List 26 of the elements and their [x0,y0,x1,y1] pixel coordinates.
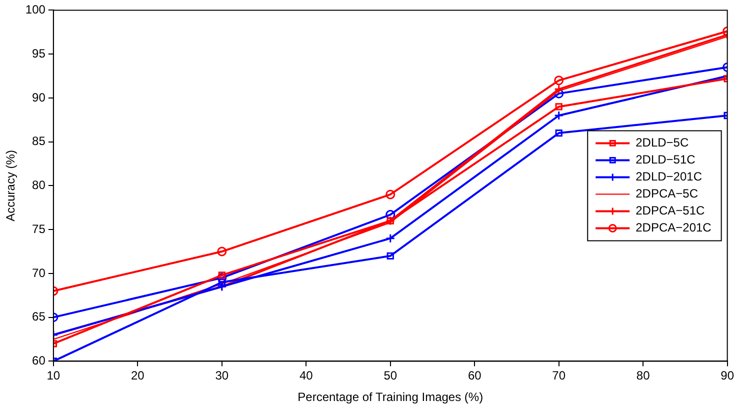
y-tick-label: 85 [32,134,46,148]
x-axis-title: Percentage of Training Images (%) [298,390,484,404]
x-tick-label: 20 [130,368,145,383]
y-tick-label: 90 [32,90,46,104]
y-axis-title: Accuracy (%) [4,150,18,222]
legend-label: 2DPCA−51C [636,204,705,218]
x-tick-label: 40 [299,368,314,383]
x-tick-label: 90 [720,368,734,383]
x-tick-label: 80 [636,368,650,383]
y-tick-label: 70 [32,266,46,280]
y-tick-label: 95 [32,46,46,60]
y-tick-label: 65 [32,310,46,324]
y-tick-label: 80 [32,178,46,192]
x-tick-label: 50 [384,368,398,383]
y-tick-label: 60 [32,354,46,368]
y-tick-label: 100 [25,2,46,17]
legend-label: 2DLD−201C [636,170,702,184]
legend-label: 2DLD−5C [636,136,689,150]
x-tick-label: 60 [468,368,482,383]
x-tick-label: 30 [215,368,229,383]
y-tick-label: 75 [32,222,46,236]
x-tick-label: 70 [552,368,566,383]
x-tick-label: 10 [46,368,60,383]
legend-label: 2DPCA−5C [636,186,698,201]
legend-label: 2DLD−51C [636,152,696,167]
legend-label: 2DPCA−201C [636,220,712,235]
